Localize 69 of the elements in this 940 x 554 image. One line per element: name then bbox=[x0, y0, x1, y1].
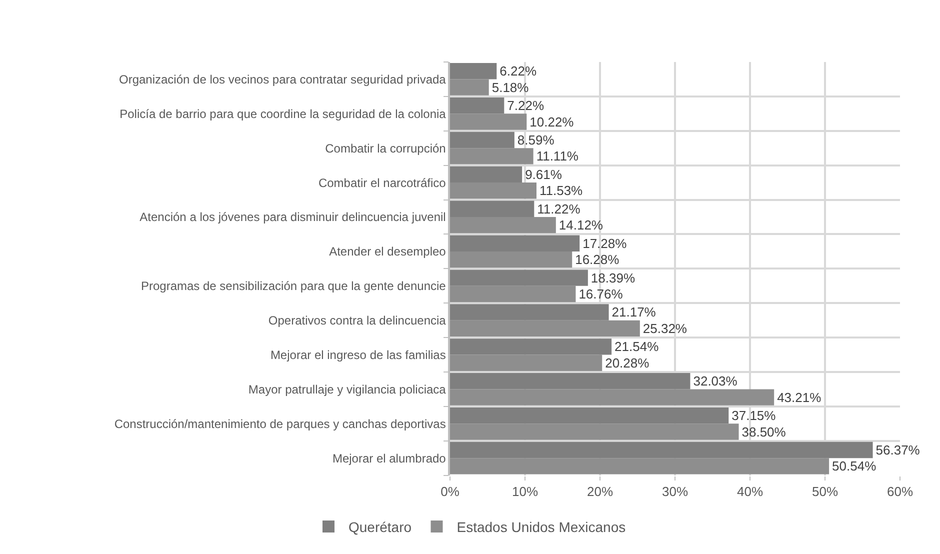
data-label: 16.28% bbox=[575, 252, 620, 268]
y-tick-label: Organización de los vecinos para contratar seguridad privada bbox=[118, 72, 446, 86]
bar bbox=[450, 320, 640, 337]
x-tick-label: 0% bbox=[440, 484, 460, 499]
x-tick-label: 30% bbox=[662, 484, 688, 499]
bar bbox=[450, 114, 527, 130]
data-label: 16.76% bbox=[578, 286, 624, 302]
data-label: 17.28% bbox=[582, 236, 628, 251]
data-label: 8.59% bbox=[517, 132, 555, 148]
y-tick-label: Policía de barrio para que coordine la seguridad de la colonia bbox=[120, 106, 446, 121]
data-label: 21.54% bbox=[614, 339, 660, 354]
data-label: 7.22% bbox=[507, 98, 544, 114]
bar bbox=[450, 148, 534, 164]
data-label: 43.21% bbox=[777, 390, 822, 405]
data-label: 6.22% bbox=[500, 64, 537, 79]
data-label: 9.61% bbox=[525, 166, 562, 182]
y-tick-label: Mejorar el ingreso de las familias bbox=[270, 348, 446, 362]
y-tick-label: Operativos contra la delincuencia bbox=[268, 314, 446, 328]
bar bbox=[450, 458, 830, 474]
bar bbox=[450, 97, 504, 114]
bar bbox=[450, 79, 489, 96]
bar bbox=[450, 407, 729, 424]
y-tick-label: Programas de sensibilización para que la gente denuncie bbox=[140, 279, 446, 294]
data-label: 18.39% bbox=[590, 270, 636, 286]
bar bbox=[450, 373, 690, 390]
bar bbox=[450, 132, 514, 148]
bar bbox=[450, 389, 774, 406]
y-tick-label: Construcción/mantenimiento de parques y canchas deportivas bbox=[114, 416, 446, 431]
bar bbox=[450, 166, 522, 183]
data-label: 5.18% bbox=[492, 80, 530, 95]
y-tick-label: Combatir el narcotráfico bbox=[318, 176, 446, 190]
bar bbox=[450, 182, 536, 199]
data-label: 50.54% bbox=[832, 458, 877, 474]
bar bbox=[450, 338, 612, 355]
data-label: 11.11% bbox=[536, 148, 579, 164]
y-tick-label: Atender el desempleo bbox=[329, 244, 446, 259]
bar bbox=[450, 442, 873, 458]
data-label: 21.17% bbox=[612, 304, 656, 320]
bar bbox=[450, 270, 588, 286]
x-tick-label: 40% bbox=[736, 484, 764, 499]
data-label: 11.53% bbox=[539, 183, 584, 198]
data-label: 11.22% bbox=[537, 201, 581, 216]
y-tick-label: Atención a los jóvenes para disminuir delincuencia juvenil bbox=[140, 210, 446, 224]
x-tick-label: 50% bbox=[812, 484, 838, 499]
x-tick-label: 60% bbox=[886, 484, 914, 499]
legend-label: Estados Unidos Mexicanos bbox=[456, 518, 626, 535]
data-label: 37.15% bbox=[732, 408, 776, 424]
bar bbox=[450, 354, 602, 371]
bar bbox=[450, 304, 609, 320]
bar bbox=[450, 251, 572, 268]
y-tick-label: Mayor patrullaje y vigilancia policiaca bbox=[248, 382, 446, 396]
legend-label: Querétaro bbox=[348, 518, 412, 535]
bar bbox=[450, 63, 497, 80]
data-label: 10.22% bbox=[530, 114, 574, 130]
y-tick-label: Combatir la corrupción bbox=[325, 141, 446, 156]
data-label: 32.03% bbox=[693, 374, 738, 389]
data-label: 25.32% bbox=[642, 320, 688, 336]
data-label: 38.50% bbox=[742, 424, 786, 440]
x-tick-label: 20% bbox=[586, 484, 614, 499]
bar bbox=[450, 200, 534, 217]
y-tick-label: Mejorar el alumbrado bbox=[332, 451, 446, 466]
x-tick-label: 10% bbox=[512, 484, 538, 499]
bar bbox=[450, 217, 556, 234]
bar bbox=[450, 424, 739, 440]
data-label: 56.37% bbox=[876, 442, 920, 458]
bar bbox=[450, 286, 576, 302]
data-label: 14.12% bbox=[558, 218, 604, 233]
bar bbox=[450, 235, 580, 252]
data-label: 20.28% bbox=[605, 355, 650, 370]
